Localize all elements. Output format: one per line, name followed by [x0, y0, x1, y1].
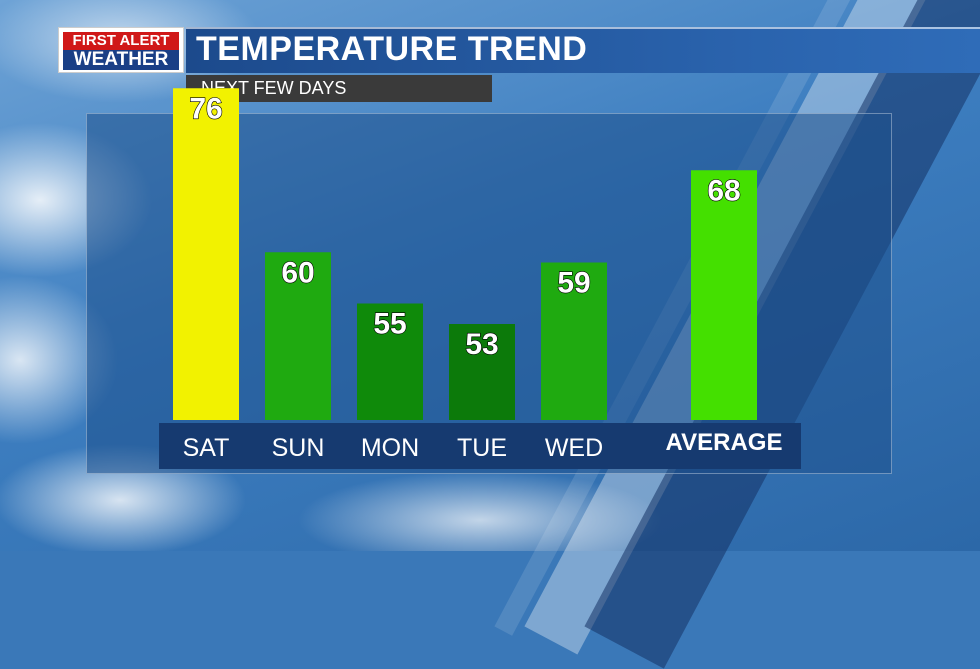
category-label-wed: WED — [545, 434, 603, 462]
category-label-tue: TUE — [457, 434, 507, 462]
bar-tue — [449, 324, 515, 420]
value-label-average: 68 — [707, 174, 740, 207]
station-logo: FIRST ALERT WEATHER — [58, 27, 184, 73]
value-label-wed: 59 — [557, 267, 590, 300]
bar-sat — [173, 88, 239, 420]
category-axis-bar — [159, 423, 801, 469]
category-label-sun: SUN — [272, 434, 325, 462]
value-label-mon: 55 — [373, 308, 406, 341]
logo-line1: FIRST ALERT — [63, 32, 179, 50]
value-label-sun: 60 — [281, 256, 314, 289]
bar-average — [691, 170, 757, 420]
page-title: TEMPERATURE TREND — [196, 30, 588, 68]
value-label-tue: 53 — [465, 328, 498, 361]
header-bar — [186, 27, 980, 73]
bar-mon — [357, 303, 423, 420]
category-label-average: AVERAGE — [666, 429, 783, 456]
bar-wed — [541, 262, 607, 420]
value-label-sat: 76 — [189, 92, 222, 125]
category-label-sat: SAT — [183, 434, 230, 462]
logo-line2: WEATHER — [63, 50, 179, 70]
temperature-bar-chart: 76 SAT 60 SUN 55 MON 53 TUE 59 WED 68 AVERAGE — [173, 88, 783, 462]
bar-sun — [265, 252, 331, 420]
category-label-mon: MON — [361, 434, 419, 462]
